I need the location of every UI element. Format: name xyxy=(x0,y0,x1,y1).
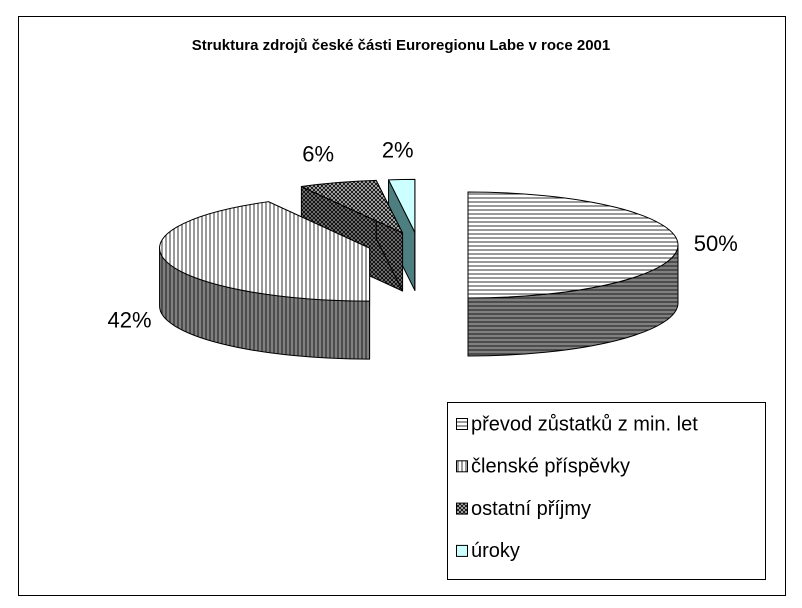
slice xyxy=(388,178,416,233)
legend-swatch xyxy=(456,502,468,515)
legend-swatch xyxy=(456,460,468,473)
legend-swatch xyxy=(456,418,468,430)
pie xyxy=(159,178,679,360)
slice xyxy=(467,191,679,299)
slice xyxy=(159,201,371,302)
data-label: 6% xyxy=(302,141,334,166)
legend xyxy=(447,402,766,580)
legend-label: úroky xyxy=(471,540,520,562)
data-label: 2% xyxy=(382,137,414,162)
legend-label: převod zůstatků z min. let xyxy=(471,413,698,435)
data-label: 50% xyxy=(694,231,738,256)
legend-label: ostatní příjmy xyxy=(471,498,591,520)
data-label: 42% xyxy=(108,308,152,333)
chart-title: Struktura zdrojů české části Euroregionu… xyxy=(192,37,610,54)
legend-swatch xyxy=(456,544,468,557)
slice xyxy=(300,179,404,234)
legend-label: členské příspěvky xyxy=(471,456,630,478)
